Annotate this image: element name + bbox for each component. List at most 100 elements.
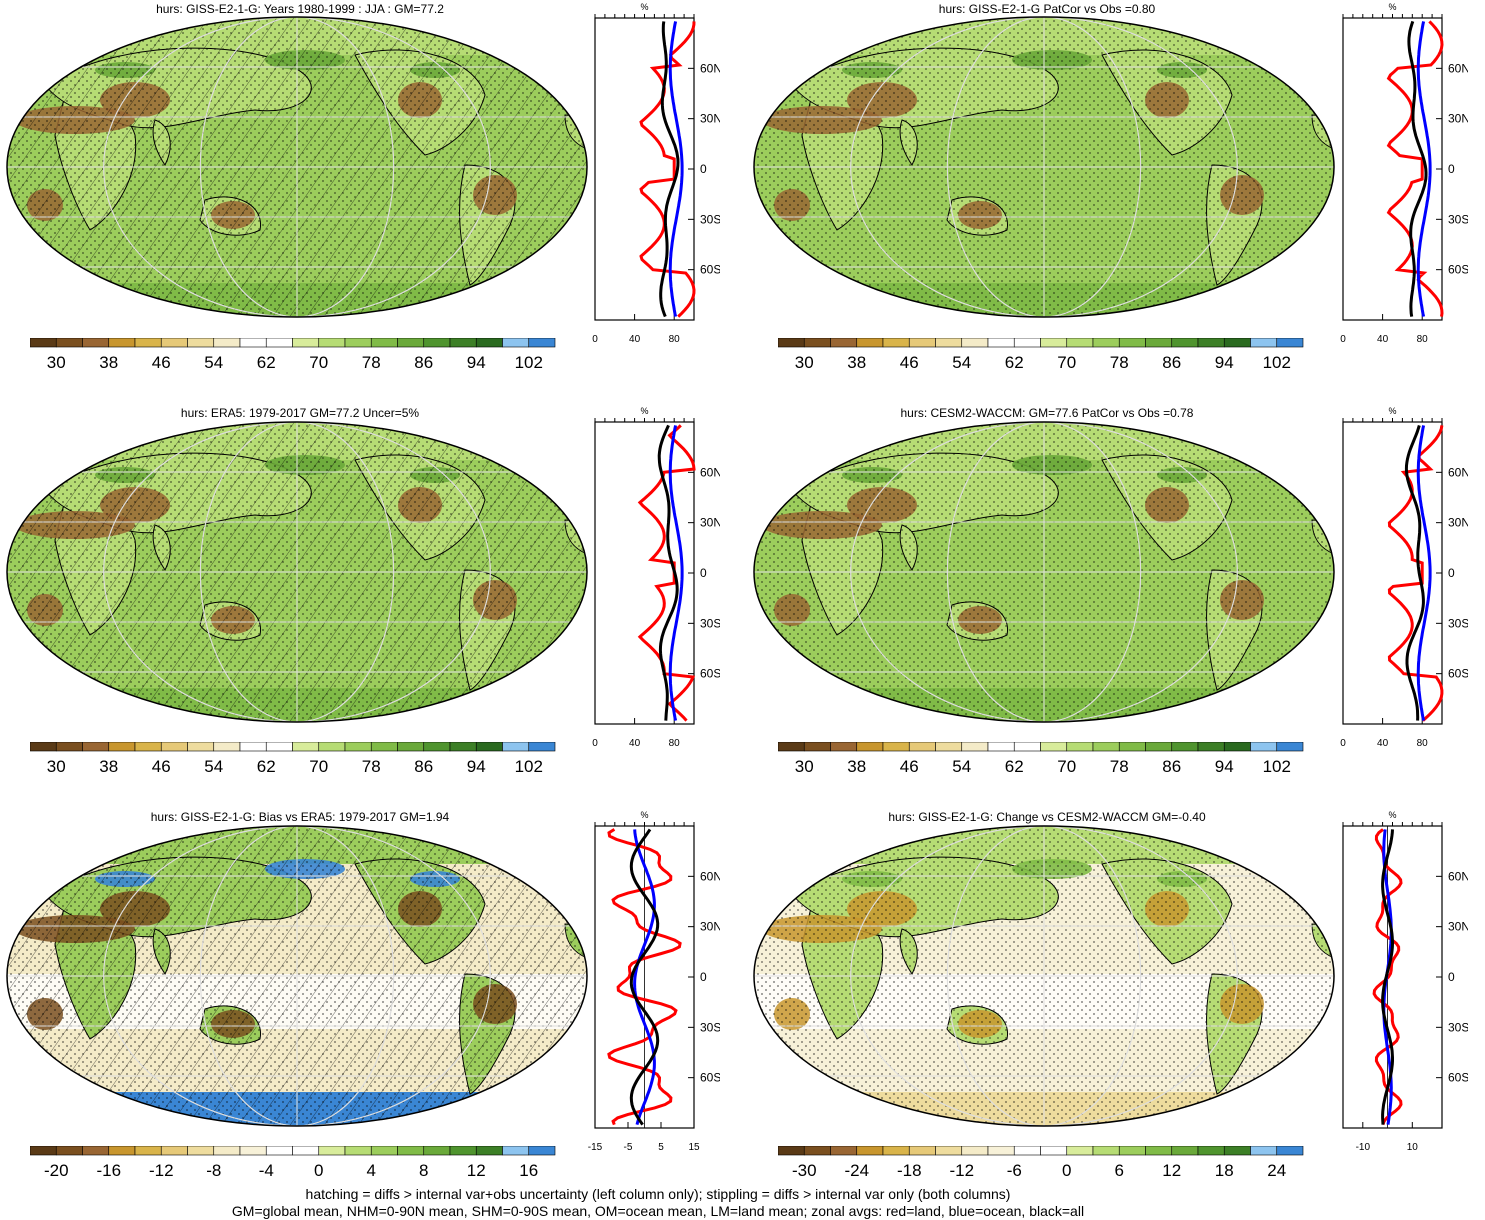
colorbar-swatch [318,338,346,348]
colorbar-label: 62 [257,353,276,372]
colorbar-label: 94 [467,353,486,372]
colorbar-swatch [344,742,372,752]
colorbar-label: 30 [47,353,66,372]
colorbar-label: 86 [414,353,433,372]
colorbar-swatch [1145,338,1173,348]
colorbar-swatch [528,742,556,752]
colorbar-label: 38 [99,353,118,372]
profile-x-label: 40 [629,738,641,749]
colorbar-swatch [108,1146,136,1156]
colorbar-label: 94 [1215,353,1234,372]
colorbar-label: 102 [515,757,543,776]
colorbar-swatch [502,338,530,348]
colorbar: 303846546270788694102110 [30,742,556,776]
colorbar-swatch [187,338,215,348]
colorbar: 303846546270788694102110 [778,742,1304,776]
colorbar-swatch [803,338,831,348]
colorbar-swatch [961,742,989,752]
graticule-lon [850,826,1238,1126]
graticule-lon [199,422,395,722]
colorbar-swatch [1066,742,1094,752]
colorbar-swatch [30,338,57,348]
zonal-profile: % 60N 30N 0 30S 60S 0 40 80 [1340,2,1468,345]
profile-ocean-line [668,21,684,317]
colorbar-label: 24 [1267,1161,1286,1180]
colorbar-swatch [292,338,320,348]
colorbar-swatch [187,742,215,752]
colorbar-label: 62 [1005,757,1024,776]
colorbar-swatch [1092,1146,1120,1156]
colorbar-swatch [55,1146,83,1156]
colorbar-swatch [160,1146,188,1156]
profile-x-label: 80 [1417,738,1429,749]
colorbar-swatch [856,338,884,348]
map-border [6,421,588,723]
colorbar: -30-24-18-12-60612182430 [778,1146,1304,1180]
colorbar-label: 54 [952,353,971,372]
colorbar-swatch [987,742,1015,752]
profile-lat-label: 60S [700,1071,720,1085]
colorbar-swatch [778,338,805,348]
colorbar-label: 102 [515,353,543,372]
colorbar-swatch [265,1146,293,1156]
profile-ocean-line [633,829,656,1125]
colorbar-label: -18 [897,1161,922,1180]
colorbar-swatch [1171,338,1199,348]
colorbar-swatch [528,338,556,348]
colorbar-label: 78 [1110,757,1129,776]
colorbar-swatch [778,1146,805,1156]
colorbar-swatch [160,742,188,752]
colorbar-label: 46 [900,353,919,372]
colorbar-label: 38 [847,353,866,372]
colorbar-swatch [423,1146,451,1156]
colorbar-swatch [1250,338,1278,348]
profile-land-line [1386,20,1444,317]
profile-x-label: 80 [1417,334,1429,345]
colorbar-swatch [1066,338,1094,348]
colorbar-swatch [935,1146,963,1156]
colorbar-label: -12 [949,1161,974,1180]
colorbar-label: 8 [419,1161,428,1180]
colorbar-label: 70 [1057,353,1076,372]
colorbar-label: 54 [204,757,223,776]
profile-lat-label: 60N [700,465,720,479]
map-border [753,16,1335,318]
profile-x-label: -5 [624,1142,633,1153]
graticule-lon [103,422,491,722]
profile-lat-label: 60N [700,61,720,75]
map-svg [753,825,1335,1127]
footer-line-2: GM=global mean, NHM=0-90N mean, SHM=0-90… [231,1203,1085,1219]
graticule-lon [946,422,1142,722]
profile-ocean-line [668,425,684,721]
colorbar-label: 78 [362,757,381,776]
colorbar-swatch [370,338,398,348]
colorbar-swatch [397,1146,425,1156]
colorbar-swatch [370,1146,398,1156]
graticule-lon [850,422,1238,722]
colorbar-label: 94 [467,757,486,776]
profile-x-label: 0 [1340,738,1346,749]
colorbar-swatch [30,742,57,752]
colorbar-swatch [449,742,477,752]
map-svg [753,421,1335,723]
colorbar: 303846546270788694102110 [30,338,556,372]
colorbar-label: 70 [309,757,328,776]
colorbar-swatch [1145,742,1173,752]
profile-lat-label: 0 [1448,566,1455,580]
colorbar-swatch [961,338,989,348]
colorbar-swatch [856,742,884,752]
zonal-profile: % 60N 30N 0 30S 60S 0 40 80 [592,406,720,749]
colorbar-label: 12 [1162,1161,1181,1180]
colorbar-label: 4 [367,1161,376,1180]
colorbar-label: 46 [900,757,919,776]
profile-land-line [1372,828,1403,1126]
colorbar-swatch [1013,742,1041,752]
colorbar-swatch [475,338,503,348]
panel-title: hurs: CESM2-WACCM: GM=77.6 PatCor vs Obs… [900,406,1194,420]
profile-unit: % [640,2,648,12]
profile-x-label: 40 [1377,334,1389,345]
colorbar-label: 62 [257,757,276,776]
colorbar-swatch [82,338,110,348]
profile-lat-label: 30S [1448,616,1468,630]
colorbar-swatch [1197,1146,1225,1156]
